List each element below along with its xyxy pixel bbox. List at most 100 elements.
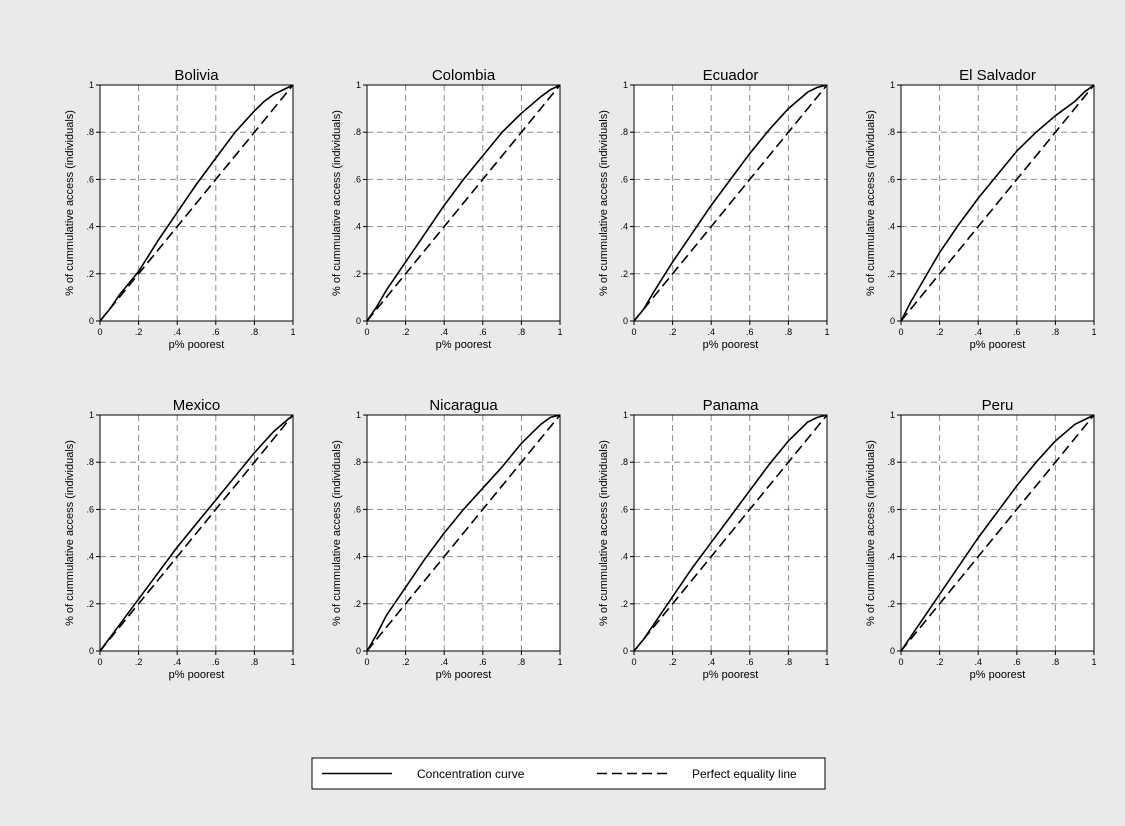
equality-line bbox=[633, 84, 828, 322]
y-tick-label: .8 bbox=[86, 127, 94, 137]
y-tick-label: 1 bbox=[623, 410, 628, 420]
x-tick-label: .8 bbox=[785, 657, 793, 667]
y-tick-label: 0 bbox=[890, 646, 895, 656]
x-tick-label: .4 bbox=[707, 657, 715, 667]
y-tick-label: .4 bbox=[353, 222, 361, 232]
y-tick-label: .2 bbox=[620, 269, 628, 279]
concentration-curve bbox=[366, 84, 561, 322]
x-tick-label: .2 bbox=[669, 327, 677, 337]
panel-ecuador: 0 .2 .4 .6 .8 1 0 .2 .4 .6 .8 1 Ecuador p% poorest % o… bbox=[598, 67, 830, 351]
y-axis-label: % of cummulative access (individuals) bbox=[598, 440, 610, 626]
equality-line bbox=[99, 84, 294, 322]
y-tick-label: .2 bbox=[353, 599, 361, 609]
panel-title: Peru bbox=[982, 397, 1014, 414]
legend-box bbox=[311, 757, 826, 790]
plot-frame bbox=[366, 84, 561, 322]
x-tick-label: .2 bbox=[936, 657, 944, 667]
panel-title: Mexico bbox=[173, 397, 221, 414]
legend-label-concentration: Concentration curve bbox=[417, 767, 525, 781]
legend: Concentration curve Perfect equality lin… bbox=[311, 757, 826, 790]
x-axis-label: p% poorest bbox=[703, 339, 759, 351]
y-tick-label: .8 bbox=[887, 127, 895, 137]
x-tick-label: .8 bbox=[785, 327, 793, 337]
x-tick-label: 1 bbox=[1091, 657, 1096, 667]
panel-el-salvador: 0 .2 .4 .6 .8 1 0 .2 .4 .6 .8 1 El Salvador p% poores… bbox=[865, 67, 1097, 351]
x-tick-label: .8 bbox=[251, 657, 259, 667]
plot-frame bbox=[99, 84, 294, 322]
x-axis-label: p% poorest bbox=[970, 669, 1026, 681]
x-axis-label: p% poorest bbox=[436, 669, 492, 681]
concentration-curve bbox=[633, 414, 828, 652]
y-tick-label: .8 bbox=[353, 457, 361, 467]
concentration-curve bbox=[900, 414, 1095, 652]
y-tick-label: 0 bbox=[356, 316, 361, 326]
x-tick-label: .6 bbox=[1013, 327, 1021, 337]
equality-line bbox=[366, 84, 561, 322]
equality-line bbox=[633, 414, 828, 652]
y-tick-label: 1 bbox=[890, 410, 895, 420]
panel-mexico: 0 .2 .4 .6 .8 1 0 .2 .4 .6 .8 1 Mexico p% poorest % of… bbox=[64, 397, 296, 681]
equality-line bbox=[366, 414, 561, 652]
y-tick-label: .2 bbox=[86, 269, 94, 279]
concentration-curve bbox=[633, 84, 828, 322]
y-tick-label: 1 bbox=[623, 80, 628, 90]
y-tick-label: .8 bbox=[620, 127, 628, 137]
x-tick-label: .4 bbox=[974, 327, 982, 337]
y-tick-label: .6 bbox=[86, 174, 94, 184]
x-tick-label: 1 bbox=[290, 657, 295, 667]
x-axis-label: p% poorest bbox=[169, 669, 225, 681]
x-tick-label: 1 bbox=[1091, 327, 1096, 337]
x-tick-label: .2 bbox=[135, 327, 143, 337]
y-tick-label: .8 bbox=[353, 127, 361, 137]
x-axis-label: p% poorest bbox=[970, 339, 1026, 351]
x-tick-label: .6 bbox=[212, 657, 220, 667]
x-tick-label: 1 bbox=[824, 327, 829, 337]
plot-frame bbox=[633, 84, 828, 322]
x-tick-label: .2 bbox=[936, 327, 944, 337]
y-tick-label: .4 bbox=[887, 552, 895, 562]
x-tick-label: .6 bbox=[746, 657, 754, 667]
x-tick-label: .2 bbox=[669, 657, 677, 667]
y-tick-label: .4 bbox=[620, 222, 628, 232]
x-tick-label: 0 bbox=[97, 657, 102, 667]
y-tick-label: .4 bbox=[887, 222, 895, 232]
y-tick-label: .8 bbox=[887, 457, 895, 467]
y-tick-label: 1 bbox=[356, 80, 361, 90]
y-axis-label: % of cummulative access (individuals) bbox=[64, 440, 76, 626]
x-axis-label: p% poorest bbox=[436, 339, 492, 351]
panel-peru: 0 .2 .4 .6 .8 1 0 .2 .4 .6 .8 1 Peru p% poorest % of c… bbox=[865, 397, 1097, 681]
x-tick-label: .6 bbox=[479, 657, 487, 667]
x-tick-label: .4 bbox=[440, 657, 448, 667]
x-tick-label: .6 bbox=[479, 327, 487, 337]
panel-nicaragua: 0 .2 .4 .6 .8 1 0 .2 .4 .6 .8 1 Nicaragua p% poorest%… bbox=[331, 397, 563, 681]
plot-frame bbox=[900, 414, 1095, 652]
x-tick-label: 1 bbox=[557, 657, 562, 667]
y-tick-label: 0 bbox=[890, 316, 895, 326]
y-tick-label: 1 bbox=[356, 410, 361, 420]
x-tick-label: .2 bbox=[402, 657, 410, 667]
panel-grid: 0 .2 .4 .6 .8 1 0 .2 .4 .6 .8 1 Bolivia p% poorest % o… bbox=[64, 67, 1097, 681]
y-tick-label: .4 bbox=[620, 552, 628, 562]
y-tick-label: 1 bbox=[89, 80, 94, 90]
panel-title: El Salvador bbox=[959, 67, 1036, 84]
y-tick-label: .2 bbox=[353, 269, 361, 279]
x-tick-label: .4 bbox=[173, 327, 181, 337]
y-axis-label: % of cummulative access (individuals) bbox=[598, 110, 610, 296]
y-tick-label: .2 bbox=[887, 269, 895, 279]
y-tick-label: 1 bbox=[89, 410, 94, 420]
y-axis-label: % of cummulative access (individuals) bbox=[64, 110, 76, 296]
y-tick-label: .4 bbox=[86, 552, 94, 562]
y-axis-label: % of cummulative access (individuals) bbox=[331, 110, 343, 296]
y-tick-label: .4 bbox=[353, 552, 361, 562]
y-tick-label: .8 bbox=[86, 457, 94, 467]
x-tick-label: 1 bbox=[290, 327, 295, 337]
y-tick-label: .6 bbox=[620, 174, 628, 184]
panel-title: Panama bbox=[703, 397, 760, 414]
panel-bolivia: 0 .2 .4 .6 .8 1 0 .2 .4 .6 .8 1 Bolivia p% poorest % o… bbox=[64, 67, 296, 351]
x-tick-label: 0 bbox=[898, 657, 903, 667]
x-tick-label: .4 bbox=[173, 657, 181, 667]
x-axis-label: p% poorest bbox=[169, 339, 225, 351]
x-tick-label: .6 bbox=[1013, 657, 1021, 667]
y-tick-label: .6 bbox=[887, 504, 895, 514]
x-tick-label: 0 bbox=[898, 327, 903, 337]
